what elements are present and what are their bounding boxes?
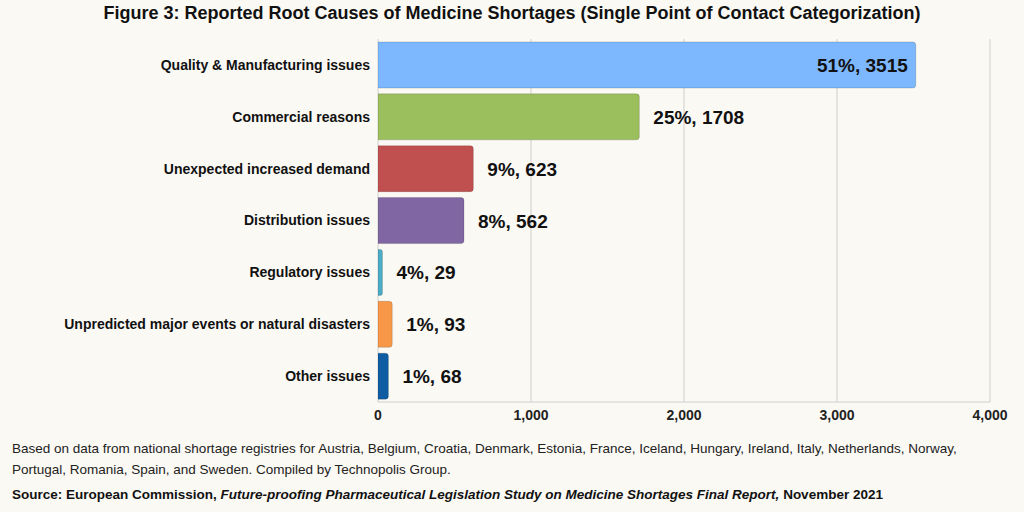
html-text:Source: European Commission, F: Source: European Commission, Future-proo…	[12, 487, 883, 502]
svg-text:Unpredicted major events or na: Unpredicted major events or natural disa…	[64, 316, 370, 332]
svg-text:4%, 29: 4%, 29	[396, 262, 455, 283]
svg-text:Distribution issues: Distribution issues	[244, 212, 370, 228]
html-text:Figure 3: Reported Root Causes: Figure 3: Reported Root Causes of Medici…	[103, 3, 921, 23]
svg-text:51%, 3515: 51%, 3515	[817, 55, 908, 76]
html-text:Based on data from national sh: Based on data from national shortage reg…	[12, 441, 957, 477]
svg-text:Quality & Manufacturing issues: Quality & Manufacturing issues	[161, 57, 370, 73]
svg-text:0: 0	[374, 407, 382, 423]
svg-text:Other issues: Other issues	[285, 368, 370, 384]
svg-text:Unexpected increased demand: Unexpected increased demand	[164, 161, 370, 177]
svg-text:3,000: 3,000	[819, 407, 854, 423]
svg-text:4,000: 4,000	[972, 407, 1007, 423]
svg-text:9%, 623: 9%, 623	[487, 159, 557, 180]
svg-text:1%, 93: 1%, 93	[406, 314, 465, 335]
svg-text:Regulatory issues: Regulatory issues	[249, 264, 370, 280]
svg-text:Commercial reasons: Commercial reasons	[232, 109, 370, 125]
svg-text:1,000: 1,000	[513, 407, 548, 423]
svg-text:8%, 562: 8%, 562	[478, 211, 548, 232]
svg-text:25%, 1708: 25%, 1708	[653, 107, 744, 128]
svg-text:1%, 68: 1%, 68	[402, 366, 461, 387]
svg-text:2,000: 2,000	[666, 407, 701, 423]
